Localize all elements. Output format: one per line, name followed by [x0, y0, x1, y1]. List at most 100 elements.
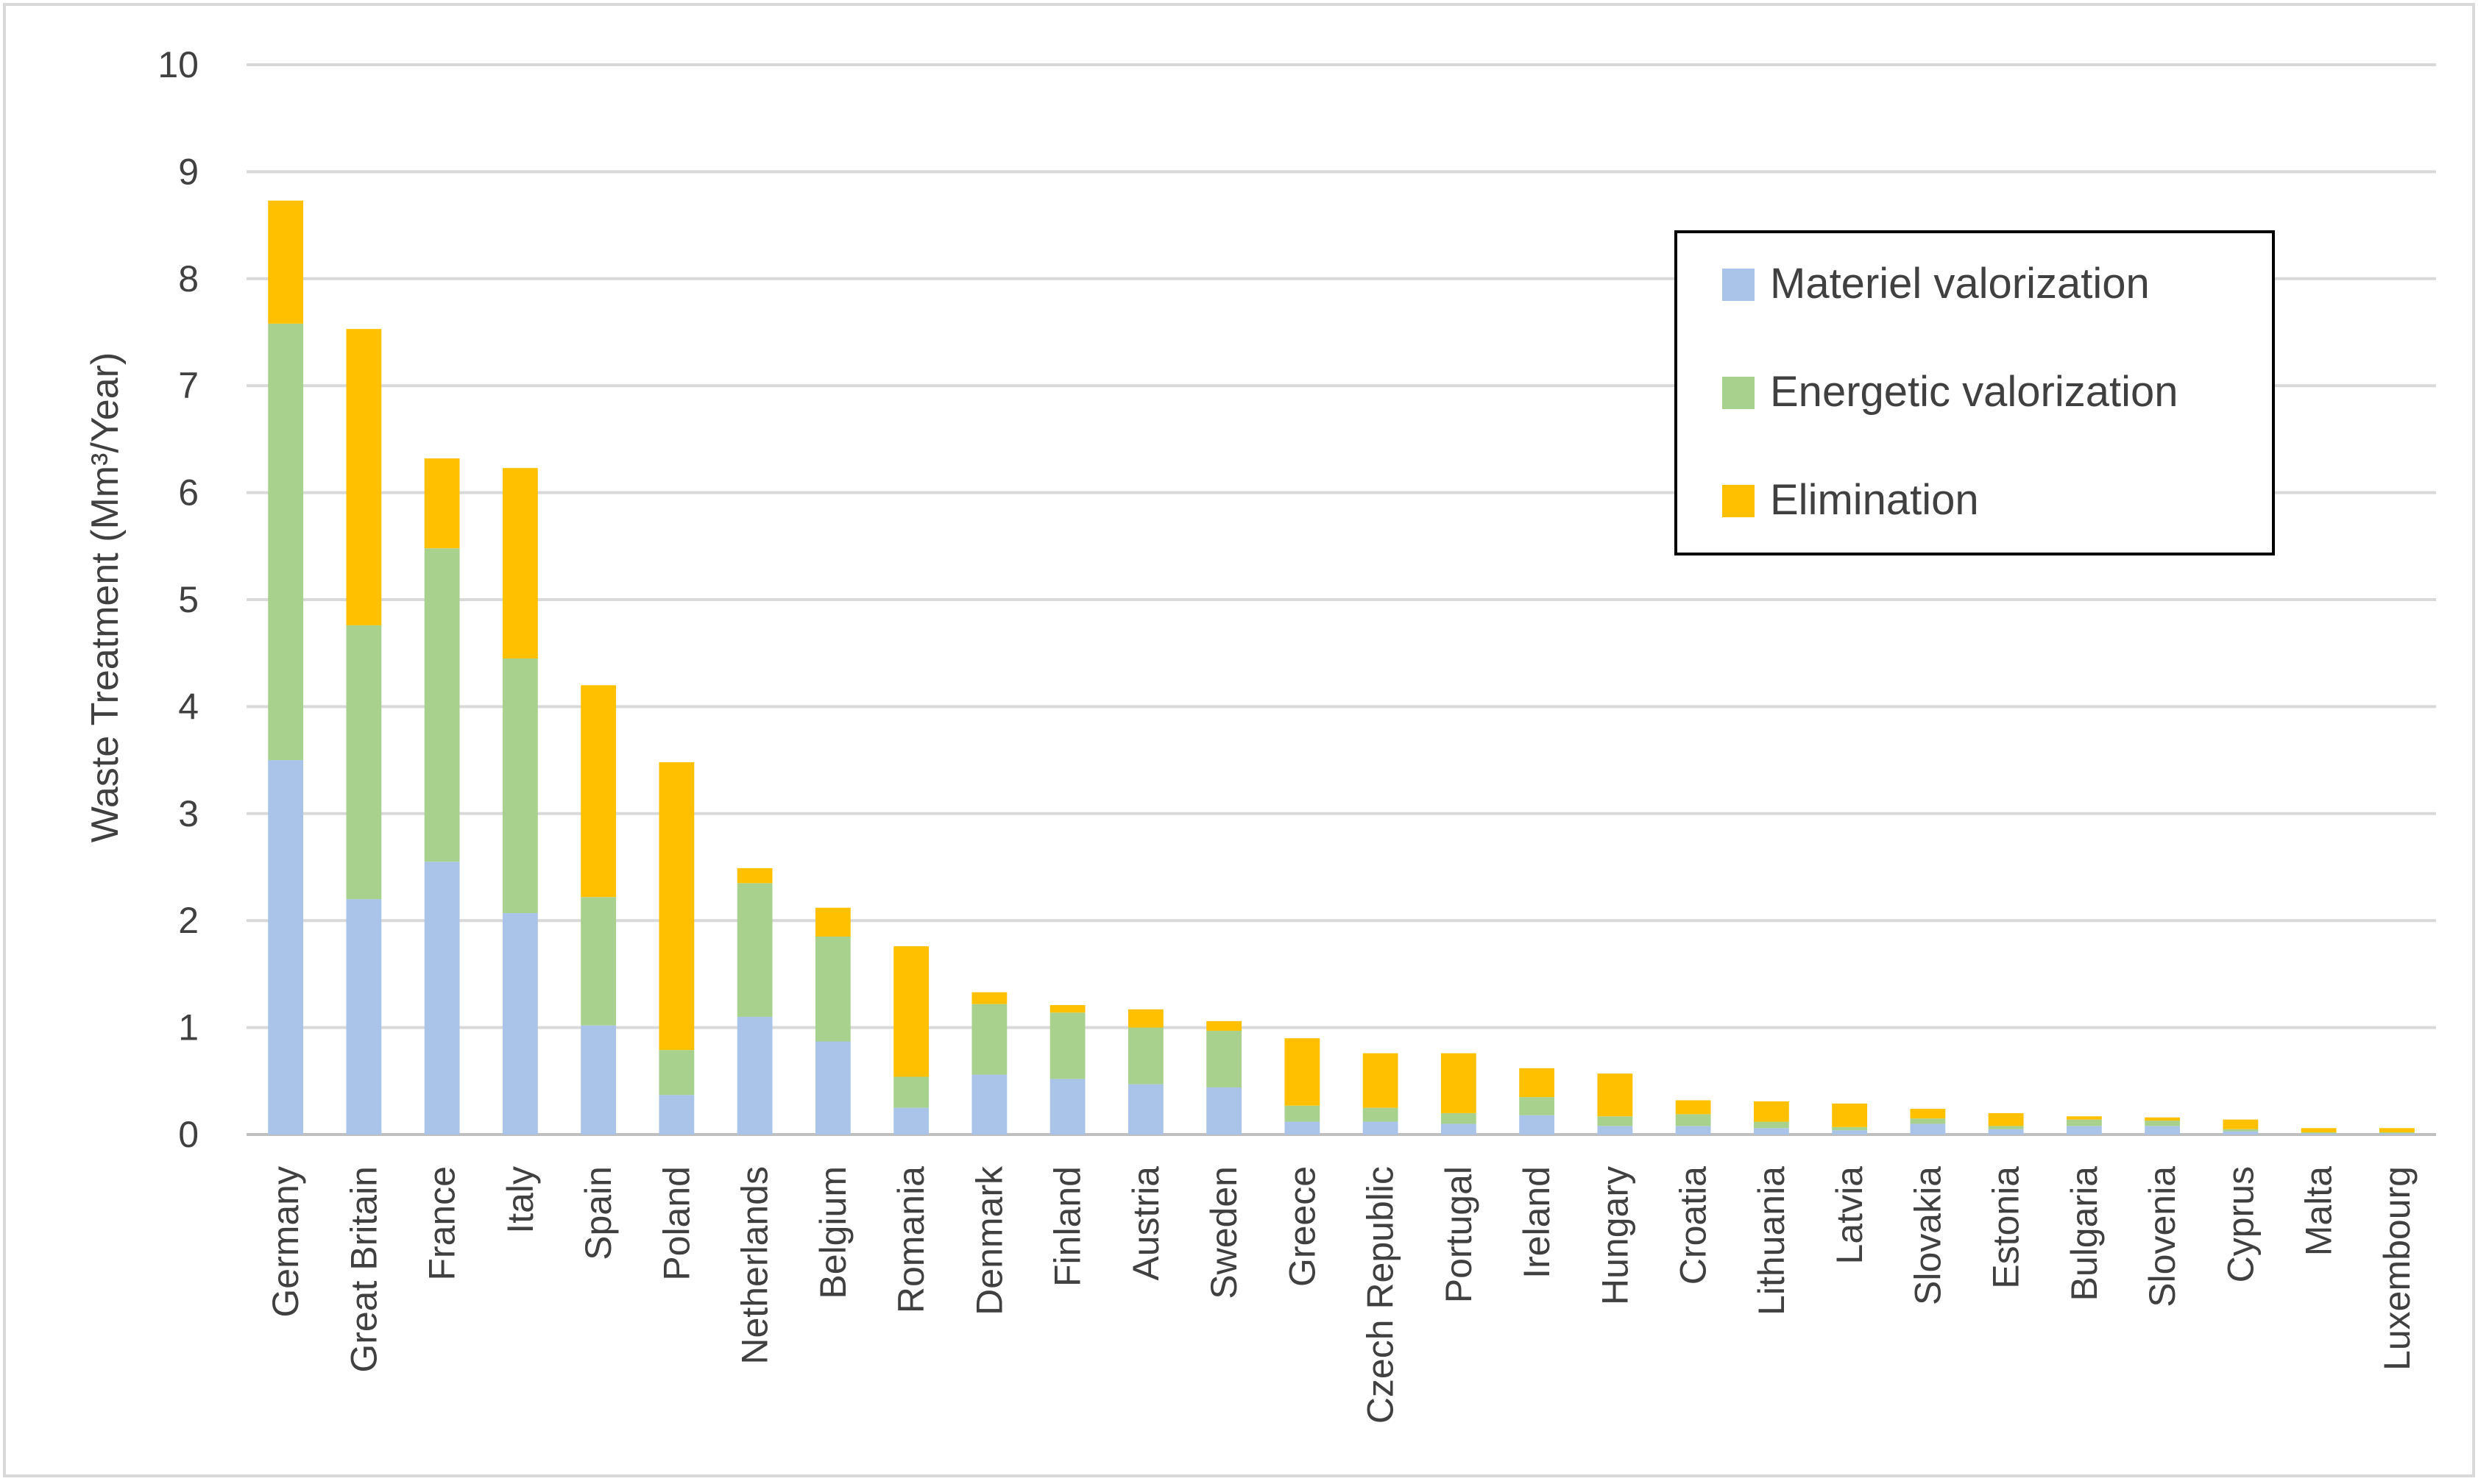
bar-greece-elimination: [1284, 1038, 1320, 1106]
bar-poland-elimination: [659, 762, 695, 1051]
bar-estonia-energetic-valorization: [1988, 1126, 2024, 1129]
bar-slovenia-energetic-valorization: [2145, 1121, 2181, 1126]
x-category-label: Great Britain: [343, 1166, 384, 1373]
y-tick-label: 3: [178, 793, 199, 834]
y-axis-title: Waste Treatment (Mm³/Year): [84, 352, 127, 843]
bar-ireland-elimination: [1519, 1068, 1555, 1098]
x-category-label: Cyprus: [2220, 1166, 2261, 1282]
x-category-label: Denmark: [969, 1165, 1010, 1316]
x-category-label: Slovenia: [2142, 1166, 2183, 1307]
bar-croatia-energetic-valorization: [1675, 1114, 1711, 1126]
y-tick-label: 7: [178, 365, 199, 406]
legend-swatch-materiel-valorization: [1722, 269, 1755, 301]
bar-croatia-materiel-valorization: [1675, 1126, 1711, 1135]
bar-sweden-energetic-valorization: [1206, 1030, 1242, 1088]
x-category-label: Croatia: [1673, 1166, 1714, 1285]
x-category-label: Romania: [891, 1166, 932, 1313]
bar-finland-materiel-valorization: [1049, 1079, 1086, 1135]
bar-luxembourg-energetic-valorization: [2379, 1132, 2415, 1134]
bar-france-materiel-valorization: [424, 862, 460, 1135]
x-category-label: Italy: [500, 1166, 541, 1234]
x-category-label: Finland: [1047, 1166, 1088, 1287]
x-axis-categories: Germany Great Britain France Italy Spain Pola…: [265, 1165, 2418, 1424]
x-category-label: Ireland: [1516, 1166, 1557, 1279]
bar-lithuania-energetic-valorization: [1753, 1121, 1789, 1129]
bar-greece-materiel-valorization: [1284, 1121, 1320, 1135]
bar-lithuania-materiel-valorization: [1753, 1128, 1789, 1135]
bar-bulgaria-elimination: [2066, 1116, 2102, 1120]
bar-romania-materiel-valorization: [893, 1107, 930, 1135]
bar-netherlands-materiel-valorization: [737, 1017, 773, 1135]
bar-germany-energetic-valorization: [268, 323, 304, 761]
legend-label-elimination: Elimination: [1770, 476, 1979, 524]
bar-germany-materiel-valorization: [268, 760, 304, 1135]
bar-ireland-energetic-valorization: [1519, 1097, 1555, 1115]
bar-estonia-elimination: [1988, 1112, 2024, 1126]
legend-label-materiel-valorization: Materiel valorization: [1770, 260, 2150, 308]
y-tick-label: 10: [157, 44, 199, 85]
bar-netherlands-energetic-valorization: [737, 883, 773, 1018]
bar-hungary-materiel-valorization: [1597, 1126, 1633, 1135]
bar-romania-elimination: [893, 946, 930, 1077]
bar-portugal-materiel-valorization: [1440, 1123, 1476, 1135]
bar-great-britain-elimination: [346, 329, 382, 625]
bar-croatia-elimination: [1675, 1100, 1711, 1115]
x-category-label: Netherlands: [734, 1166, 776, 1365]
bar-portugal-energetic-valorization: [1440, 1112, 1476, 1124]
bar-romania-energetic-valorization: [893, 1076, 930, 1108]
y-tick-label: 0: [178, 1114, 199, 1155]
x-category-label: Slovakia: [1907, 1166, 1948, 1305]
bar-poland-materiel-valorization: [659, 1095, 695, 1135]
bar-latvia-materiel-valorization: [1832, 1130, 1868, 1135]
y-tick-label: 8: [178, 258, 199, 299]
bar-spain-energetic-valorization: [581, 897, 617, 1026]
bar-bulgaria-energetic-valorization: [2066, 1119, 2102, 1126]
bar-hungary-energetic-valorization: [1597, 1116, 1633, 1126]
bar-czech-republic-elimination: [1362, 1053, 1398, 1108]
bar-czech-republic-materiel-valorization: [1362, 1121, 1398, 1135]
bar-sweden-materiel-valorization: [1206, 1087, 1242, 1135]
bar-slovenia-elimination: [2145, 1117, 2181, 1121]
x-category-label: Austria: [1125, 1166, 1167, 1281]
x-category-label: Poland: [656, 1166, 697, 1281]
x-category-label: Luxembourg: [2376, 1166, 2418, 1371]
y-tick-label: 5: [178, 579, 199, 620]
x-category-label: Spain: [578, 1166, 619, 1260]
bar-finland-elimination: [1049, 1005, 1086, 1013]
bar-finland-energetic-valorization: [1049, 1012, 1086, 1079]
y-axis-ticks: 0 1 2 3 4 5 6 7 8 9 10: [157, 44, 199, 1155]
bar-belgium-elimination: [815, 907, 851, 937]
x-category-label: Sweden: [1203, 1166, 1245, 1299]
bar-belgium-materiel-valorization: [815, 1041, 851, 1135]
bar-germany-elimination: [268, 200, 304, 324]
bar-france-elimination: [424, 458, 460, 549]
bar-slovakia-elimination: [1910, 1109, 1946, 1119]
bar-italy-energetic-valorization: [502, 658, 538, 914]
x-category-label: Malta: [2298, 1166, 2340, 1256]
bar-sweden-elimination: [1206, 1020, 1242, 1031]
legend: Materiel valorization Energetic valoriza…: [1674, 230, 2275, 555]
x-category-label: Bulgaria: [2064, 1166, 2105, 1302]
y-tick-label: 2: [178, 900, 199, 941]
bar-poland-energetic-valorization: [659, 1050, 695, 1096]
bar-spain-materiel-valorization: [581, 1025, 617, 1135]
bar-latvia-elimination: [1832, 1103, 1868, 1127]
bar-latvia-energetic-valorization: [1832, 1126, 1868, 1131]
bar-denmark-elimination: [971, 992, 1008, 1004]
bar-austria-energetic-valorization: [1128, 1027, 1164, 1084]
x-category-label: Estonia: [1986, 1166, 2027, 1289]
bar-hungary-elimination: [1597, 1073, 1633, 1117]
bar-denmark-materiel-valorization: [971, 1074, 1008, 1135]
bar-belgium-energetic-valorization: [815, 937, 851, 1042]
bar-czech-republic-energetic-valorization: [1362, 1107, 1398, 1122]
bar-malta-elimination: [2301, 1128, 2337, 1133]
x-category-label: Greece: [1281, 1166, 1323, 1287]
bar-great-britain-materiel-valorization: [346, 899, 382, 1135]
bar-austria-elimination: [1128, 1009, 1164, 1028]
bar-italy-elimination: [502, 468, 538, 658]
x-category-label: Portugal: [1438, 1166, 1479, 1303]
bars: [268, 200, 2415, 1135]
bar-slovakia-materiel-valorization: [1910, 1123, 1946, 1135]
bar-austria-materiel-valorization: [1128, 1084, 1164, 1135]
